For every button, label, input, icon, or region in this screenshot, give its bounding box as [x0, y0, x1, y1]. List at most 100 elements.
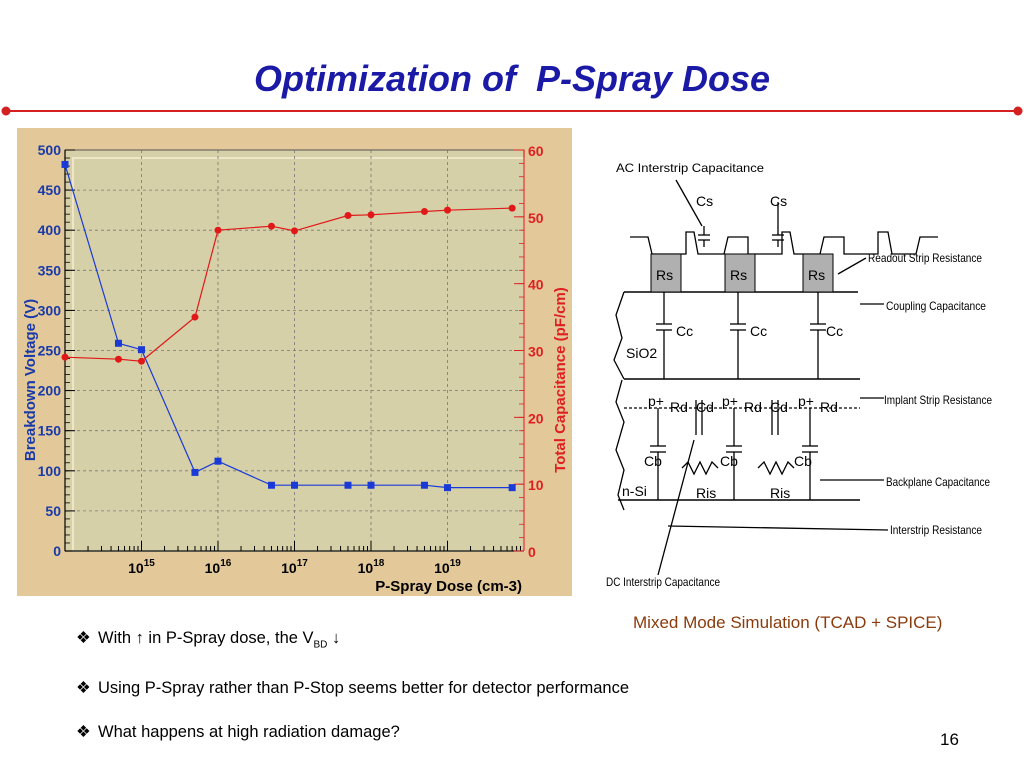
- cd-label-1: Cd: [696, 399, 714, 415]
- ac-interstrip-label: AC Interstrip Capacitance: [616, 161, 764, 175]
- bullet-item: ❖ Using P-Spray rather than P-Stop seems …: [76, 679, 629, 697]
- data-point-circle: [267, 222, 275, 230]
- data-point-circle: [61, 353, 69, 361]
- data-point-circle: [444, 206, 451, 214]
- y2-tick-label: 60: [528, 143, 544, 159]
- cs-capacitor-right: [772, 226, 784, 247]
- y-tick-label: 50: [45, 503, 61, 519]
- cc-label-1: Cc: [676, 323, 693, 339]
- y-tick-label: 200: [38, 383, 62, 399]
- cc-capacitor-2: [730, 292, 746, 379]
- ris-label-2: Ris: [770, 485, 790, 501]
- interstrip-res-label: Interstrip Resistance: [890, 523, 982, 537]
- data-point-circle: [291, 227, 298, 235]
- data-point-square: [138, 346, 145, 354]
- data-point-circle: [214, 226, 222, 234]
- strip-outline: [630, 231, 938, 255]
- data-point-circle: [191, 313, 199, 321]
- cb-label-3: Cb: [794, 453, 812, 469]
- x-axis-label: P-Spray Dose (cm-3): [375, 578, 522, 595]
- breakdown-capacitance-chart: 1015 1016 1017 1018 1019 0 50 100 150 200 250 300 35…: [17, 128, 572, 596]
- data-point-circle: [344, 211, 352, 219]
- data-point-square: [114, 339, 122, 347]
- data-point-square: [61, 160, 69, 168]
- y-tick-label: 350: [38, 262, 62, 278]
- pplus-label-1: p+: [648, 393, 664, 409]
- rd-label-3: Rd: [820, 399, 838, 415]
- dc-interstrip-label: DC Interstrip Capacitance: [606, 575, 720, 589]
- cd-capacitor-1: [695, 400, 703, 435]
- y-axis-label: Breakdown Voltage (V): [22, 299, 39, 461]
- title-rule: [1, 106, 1023, 116]
- data-point-circle: [114, 355, 122, 363]
- ris-label-1: Ris: [696, 485, 716, 501]
- data-point-square: [291, 481, 298, 489]
- page-number: 16: [940, 730, 959, 749]
- ris-resistor-2: [757, 460, 795, 476]
- rs-label-3: Rs: [808, 267, 825, 283]
- y2-axis-label: Total Capacitance (pF/cm): [552, 287, 569, 473]
- data-point-square: [344, 481, 352, 489]
- data-point-square: [267, 481, 275, 489]
- rs-box-3: [802, 253, 834, 293]
- y2-tick-label: 10: [528, 477, 544, 493]
- data-point-circle: [508, 204, 516, 212]
- diamond-bullet-icon: ❖: [76, 679, 91, 697]
- simulation-caption: Mixed Mode Simulation (TCAD + SPICE): [633, 613, 943, 632]
- data-point-square: [367, 481, 375, 489]
- readout-resistance-label: Readout Strip Resistance: [868, 251, 982, 265]
- cc-capacitor-1: [656, 292, 672, 379]
- cc-label-3: Cc: [826, 323, 843, 339]
- rs-box-1: [650, 253, 682, 293]
- pplus-label-2: p+: [722, 393, 738, 409]
- y-tick-label: 500: [38, 142, 62, 158]
- data-point-square: [191, 468, 199, 476]
- cd-capacitor-2: [771, 400, 779, 435]
- diamond-bullet-icon: ❖: [76, 629, 91, 647]
- cb-label-2: Cb: [720, 453, 738, 469]
- cd-label-2: Cd: [770, 399, 788, 415]
- x-tick-label: 1016: [205, 558, 232, 576]
- bullet-item: ❖ With ↑ in P-Spray dose, the VBD ↓: [76, 629, 341, 651]
- coupling-label: Coupling Capacitance: [886, 299, 986, 313]
- rs-box-2: [724, 253, 756, 293]
- y2-tick-label: 20: [528, 410, 544, 426]
- y2-tick-label: 40: [528, 277, 544, 293]
- y-tick-label: 250: [38, 343, 62, 359]
- series-line-left: [64, 164, 513, 489]
- y2-tick-label: 0: [528, 544, 536, 560]
- y-tick-label: 100: [38, 463, 62, 479]
- data-point-circle: [138, 357, 145, 365]
- x-tick-label: 1017: [281, 558, 308, 576]
- y-tick-label: 450: [38, 182, 62, 198]
- y-tick-label: 150: [38, 423, 62, 439]
- data-point-square: [214, 457, 222, 465]
- rd-label-1: Rd: [670, 399, 688, 415]
- cb-label-1: Cb: [644, 453, 662, 469]
- cb-capacitor-1: [650, 445, 666, 500]
- x-tick-label: 1015: [128, 558, 155, 576]
- rs-label-2: Rs: [730, 267, 747, 283]
- diamond-bullet-icon: ❖: [76, 723, 91, 741]
- bullet-item: ❖ What happens at high radiation damage?: [76, 723, 400, 741]
- x-tick-label: 1018: [358, 558, 385, 576]
- nsi-label: n-Si: [622, 483, 647, 499]
- sio2-label: SiO2: [626, 345, 657, 361]
- data-point-circle: [367, 211, 375, 219]
- cb-capacitor-3: [802, 445, 818, 500]
- implant-resistance-label: Implant Strip Resistance: [884, 393, 992, 407]
- cc-capacitor-3: [810, 292, 826, 379]
- circuit-diagram: Cs Cs Rs Rs Rs Cc Cc Cc SiO2 p+ Rd Cd p+…: [606, 161, 992, 589]
- y2-tick-label: 50: [528, 210, 544, 226]
- cs-label-2: Cs: [770, 193, 787, 209]
- data-point-square: [420, 481, 428, 489]
- x-tick-label: 1019: [434, 558, 461, 576]
- data-point-square: [508, 484, 516, 492]
- y-tick-label: 300: [38, 302, 62, 318]
- data-point-circle: [420, 207, 428, 215]
- backplane-label: Backplane Capacitance: [886, 475, 990, 489]
- rs-label-1: Rs: [656, 267, 673, 283]
- y2-tick-label: 30: [528, 344, 544, 360]
- cs-capacitor-left: [698, 226, 710, 247]
- pplus-label-3: p+: [798, 393, 814, 409]
